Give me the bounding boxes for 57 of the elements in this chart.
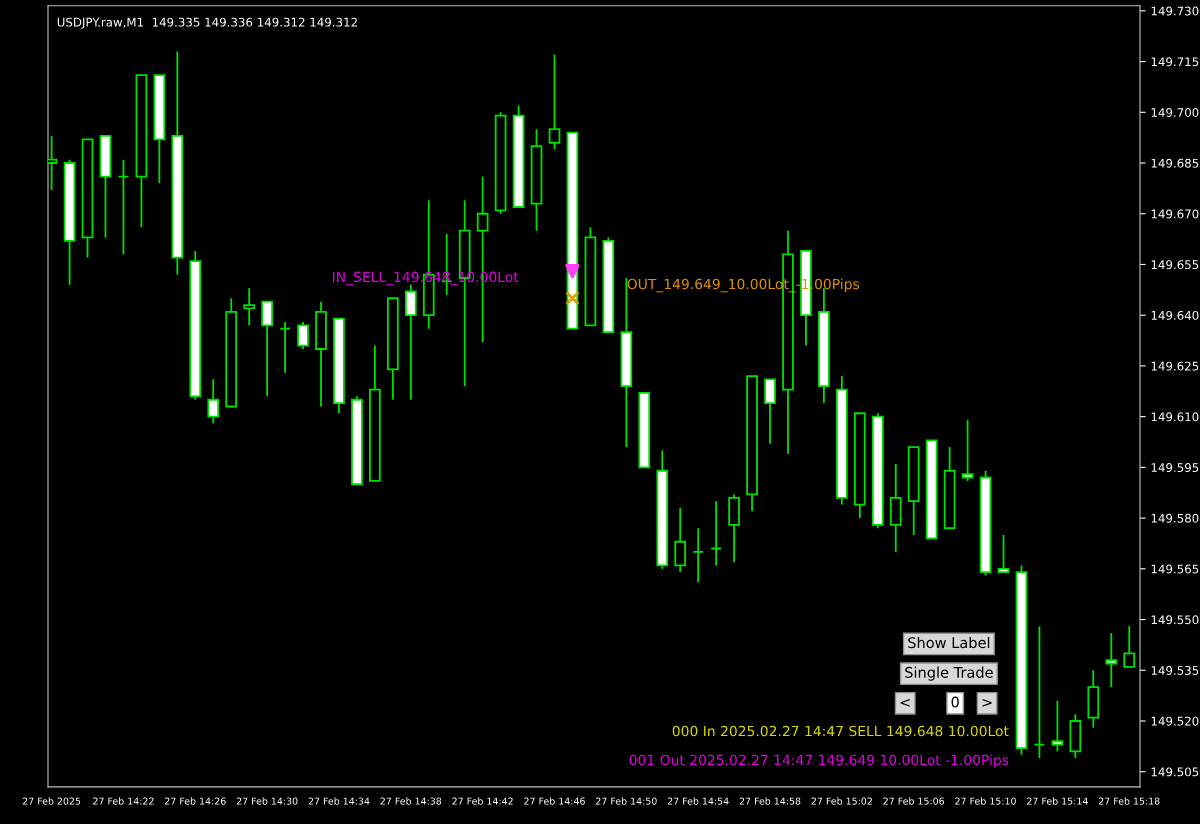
annotation: Single Trade xyxy=(905,666,993,681)
y-tick-label: 149.535 xyxy=(1151,665,1199,675)
x-tick-label: 27 Feb 14:54 xyxy=(667,797,729,805)
y-tick-label: 149.700 xyxy=(1151,108,1199,117)
annotation: > xyxy=(982,698,992,707)
y-tick-label: 149.715 xyxy=(1151,57,1199,67)
candlestick xyxy=(961,419,974,482)
x-tick-label: 27 Feb 14:42 xyxy=(452,797,513,805)
y-tick-label: 149.640 xyxy=(1151,310,1199,320)
x-tick-label: 27 Feb 14:26 xyxy=(164,797,226,805)
annotation: < xyxy=(900,698,910,707)
y-tick-label: 149.655 xyxy=(1151,260,1199,270)
annotation: 001 Out 2025.02.27 14:47 149.649 10.00Lot -1.00Pips xyxy=(629,754,1009,768)
candlestick xyxy=(548,53,561,151)
candlestick xyxy=(1033,625,1046,760)
candlestick xyxy=(1123,625,1136,668)
y-tick-label: 149.565 xyxy=(1151,564,1199,574)
x-tick-label: 27 Feb 14:58 xyxy=(739,797,801,805)
candlestick xyxy=(261,300,273,398)
x-tick-label: 27 Feb 15:06 xyxy=(883,797,945,805)
y-tick-label: 149.595 xyxy=(1151,463,1199,473)
y-tick-label: 149.730 xyxy=(1151,6,1199,16)
y-tick-label: 149.505 xyxy=(1151,767,1199,777)
x-tick-label: 27 Feb 15:10 xyxy=(955,797,1016,805)
x-tick-label: 27 Feb 15:18 xyxy=(1098,797,1160,805)
candlestick xyxy=(207,378,220,425)
x-tick-label: 27 Feb 14:38 xyxy=(380,797,442,805)
candlestick xyxy=(279,321,291,374)
x-tick-label: 27 Feb 15:14 xyxy=(1027,797,1088,805)
candlestick xyxy=(674,507,687,574)
x-tick-label: 27 Feb 14:46 xyxy=(524,797,585,805)
candlestick xyxy=(1051,699,1064,753)
candlestick xyxy=(710,500,722,567)
candlestick xyxy=(764,378,776,445)
y-tick-label: 149.520 xyxy=(1151,716,1199,726)
annotation: Show Label xyxy=(908,636,990,649)
x-tick-label: 27 Feb 2025 xyxy=(22,797,81,805)
x-tick-label: 27 Feb 14:50 xyxy=(596,797,657,805)
x-tick-label: 27 Feb 14:30 xyxy=(236,797,298,805)
y-tick-label: 149.580 xyxy=(1151,513,1199,523)
candlestick xyxy=(117,158,130,256)
candlestick xyxy=(243,287,256,327)
x-tick-label: 27 Feb 14:34 xyxy=(308,797,370,805)
y-tick-label: 149.550 xyxy=(1151,615,1199,625)
candlestick xyxy=(997,534,1010,574)
x-tick-label: 27 Feb 14:22 xyxy=(93,797,154,805)
y-tick-label: 149.625 xyxy=(1151,361,1199,371)
y-tick-label: 149.670 xyxy=(1151,209,1199,219)
candlestick xyxy=(1105,632,1118,689)
candlestick xyxy=(692,527,705,584)
y-tick-label: 149.685 xyxy=(1151,158,1199,168)
text: USDJPY.raw,M1 149.335 149.336 149.312 149.312 xyxy=(57,17,357,29)
y-tick-label: 149.610 xyxy=(1151,412,1199,422)
annotation: 0 xyxy=(951,696,959,708)
candlestick xyxy=(297,321,309,350)
x-tick-label: 27 Feb 15:02 xyxy=(811,797,872,805)
annotation: 000 In 2025.02.27 14:47 SELL 149.648 10.00Lot xyxy=(672,725,1009,737)
